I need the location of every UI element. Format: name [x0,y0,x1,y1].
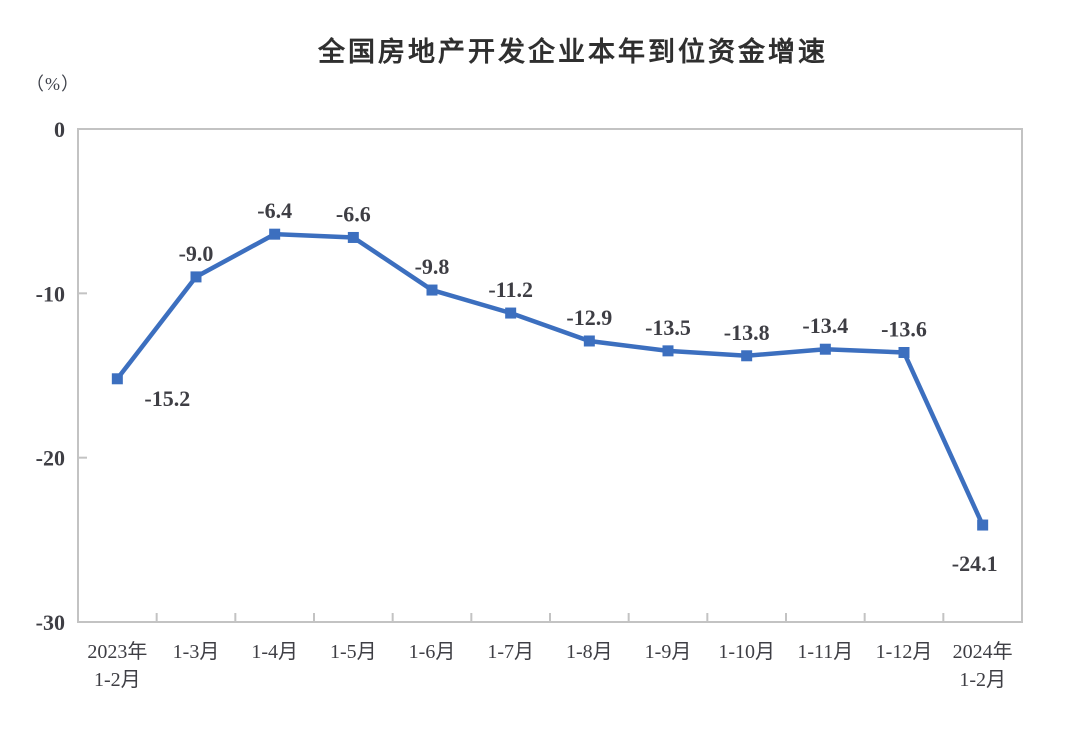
data-point-label: -6.4 [257,198,292,223]
data-point-marker [269,228,281,240]
x-axis-label: 1-10月 [718,641,775,663]
x-axis-label: 1-3月 [173,641,220,663]
data-point-marker [898,346,910,358]
data-point-marker [505,307,517,319]
data-point-marker [741,350,753,362]
data-point-label: -13.4 [802,313,848,338]
data-point-marker [819,343,831,355]
x-axis-label: 1-12月 [876,641,933,663]
data-point-label: -9.0 [179,241,214,266]
data-point-label: -13.8 [724,320,770,345]
x-axis-label: 1-8月 [566,641,613,663]
data-point-marker [190,271,202,283]
x-axis-label: 2024年 1-2月 [953,640,1013,691]
y-axis-tick-label: -10 [36,281,65,306]
chart-title: 全国房地产开发企业本年到位资金增速 [318,37,828,67]
y-axis-tick-label: -30 [36,610,65,635]
y-axis-tick-label: -20 [36,446,65,471]
data-point-label: -9.8 [415,254,450,279]
x-axis-label: 1-7月 [487,641,534,663]
x-axis-label: 1-6月 [409,641,456,663]
data-point-marker [426,284,438,296]
data-point-label: -13.5 [645,315,691,340]
x-axis-label: 2023年 1-2月 [87,640,147,691]
x-axis-label: 1-9月 [645,641,692,663]
data-point-label: -6.6 [336,201,371,226]
data-point-marker [977,519,989,531]
data-point-label: -12.9 [566,305,612,330]
y-axis-tick-label: 0 [54,117,65,142]
data-point-label: -15.2 [144,386,190,411]
data-point-marker [347,231,359,243]
x-axis-label: 1-4月 [251,641,298,663]
x-axis-label: 1-11月 [797,641,853,663]
data-point-marker [111,373,123,385]
trend-line [115,231,985,528]
data-point-label: -11.2 [488,277,533,302]
x-axis-label: 1-5月 [330,641,377,663]
data-point-marker [583,335,595,347]
data-point-label: -13.6 [881,316,927,341]
plot-border [77,128,1023,623]
y-axis-unit-label: （%） [26,74,80,94]
data-point-label: -24.1 [952,551,998,576]
data-point-marker [662,345,674,357]
